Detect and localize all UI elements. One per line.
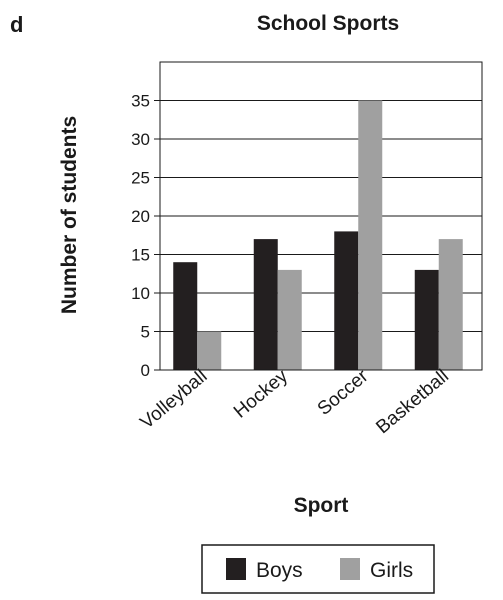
bar-girls-soccer xyxy=(358,100,383,370)
bar-girls-volleyball xyxy=(197,331,222,370)
panel-label: d xyxy=(10,12,23,37)
bar-boys-soccer xyxy=(334,231,359,370)
legend-frame xyxy=(201,544,435,594)
y-tick-label: 20 xyxy=(131,207,150,226)
y-tick-label: 10 xyxy=(131,284,150,303)
legend-swatch-girls xyxy=(340,558,360,580)
bar-boys-hockey xyxy=(253,239,278,370)
x-axis-label: Sport xyxy=(294,494,349,517)
x-axis-ticks: Volleyball Hockey Soccer Basketball xyxy=(136,365,452,438)
legend-label-girls: Girls xyxy=(370,559,413,582)
y-tick-label: 0 xyxy=(141,361,150,380)
y-tick-label: 25 xyxy=(131,169,150,188)
x-tick-label: Basketball xyxy=(372,366,453,438)
gridlines xyxy=(160,100,482,332)
bar-girls-basketball xyxy=(438,239,463,370)
y-tick-label: 5 xyxy=(141,323,150,342)
y-tick-label: 15 xyxy=(131,246,150,265)
bar-boys-volleyball xyxy=(173,262,198,370)
x-tick-label: Soccer xyxy=(314,365,373,420)
y-axis-ticks: 0 5 10 15 20 25 30 35 xyxy=(131,92,160,380)
legend-label-boys: Boys xyxy=(256,559,303,582)
bars xyxy=(173,100,463,370)
y-tick-label: 30 xyxy=(131,130,150,149)
bar-boys-basketball xyxy=(414,269,439,370)
y-axis-label: Number of students xyxy=(58,116,81,314)
bar-girls-hockey xyxy=(277,269,302,370)
y-tick-label: 35 xyxy=(131,92,150,111)
chart-title: School Sports xyxy=(257,12,399,35)
legend: Boys Girls xyxy=(201,544,435,594)
x-tick-label: Hockey xyxy=(230,365,292,422)
legend-swatch-boys xyxy=(226,558,246,580)
